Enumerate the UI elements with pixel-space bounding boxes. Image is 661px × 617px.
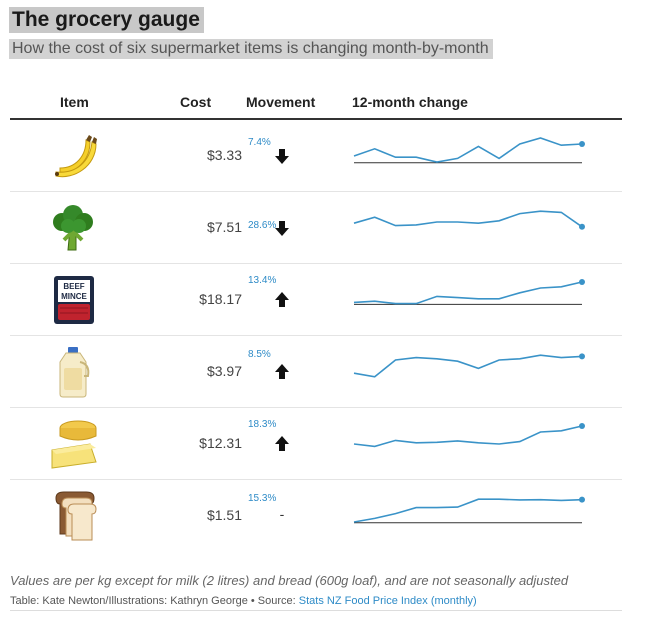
banana-icon [55, 135, 97, 178]
sparkline-endpoint [579, 496, 585, 503]
item-cost: $18.17 [199, 291, 242, 307]
arrow-down-icon [275, 149, 289, 164]
credit-text: Table: Kate Newton/Illustrations: Kathry… [10, 595, 299, 607]
item-cost: $12.31 [199, 435, 242, 451]
arrow-up-icon [275, 364, 289, 379]
change-label: 18.3% [248, 419, 277, 430]
sparkline-endpoint [579, 353, 585, 360]
table-row: $12.31 18.3% [10, 408, 622, 480]
arrow-up-icon [275, 436, 289, 451]
change-label: 28.6% [248, 219, 277, 231]
item-cost: $1.51 [206, 507, 242, 523]
sparkline-endpoint [579, 223, 585, 230]
sparkline-series [353, 498, 583, 523]
sparkline [353, 353, 585, 378]
svg-text:MINCE: MINCE [61, 292, 87, 301]
cheese-icon [51, 420, 97, 469]
table-header: Item Cost Movement 12-month change [10, 86, 622, 120]
sparkline-series [353, 210, 583, 228]
header-item: Item [60, 94, 89, 110]
change-label: 8.5% [248, 349, 271, 361]
table-row: $7.51 28.6% [10, 192, 622, 264]
page-subtitle: How the cost of six supermarket items is… [9, 39, 493, 59]
change-label: 7.4% [248, 137, 271, 148]
milk-bottle-icon [59, 347, 90, 398]
source-link[interactable]: Stats NZ Food Price Index (monthly) [298, 595, 477, 607]
table-row: $3.33 7.4% [10, 120, 622, 192]
beef-mince-icon: BEEF MINCE [54, 276, 94, 324]
page-title: The grocery gauge [9, 7, 204, 33]
table-row: $1.51 - 15.3% [10, 480, 622, 552]
item-cost: $3.97 [206, 363, 242, 379]
arrow-down-icon [275, 221, 289, 236]
item-cost: $7.51 [206, 219, 242, 235]
sparkline [353, 279, 585, 305]
table-row: $3.97 8.5% [10, 336, 622, 408]
header: The grocery gauge How the cost of six su… [9, 7, 493, 59]
table-row: BEEF MINCE $18.17 13.4% [10, 264, 622, 336]
header-12-month-change: 12-month change [352, 94, 468, 110]
footnote: Values are per kg except for milk (2 lit… [10, 573, 569, 588]
sparkline-series [353, 425, 583, 448]
sparkline-series [353, 137, 583, 163]
change-label: 13.4% [248, 275, 277, 286]
svg-text:BEEF: BEEF [63, 282, 84, 291]
sparkline [353, 137, 585, 164]
change-label: 15.3% [248, 492, 277, 504]
item-cost: $3.33 [206, 147, 242, 163]
sparkline-endpoint [579, 423, 585, 429]
arrow-up-icon [275, 292, 289, 307]
no-movement-dash: - [279, 506, 285, 522]
sparkline [353, 423, 585, 448]
sparkline-endpoint [579, 141, 585, 147]
sparkline [353, 496, 585, 524]
broccoli-icon [53, 205, 93, 251]
sparkline-series [353, 354, 583, 378]
source-credit: Table: Kate Newton/Illustrations: Kathry… [10, 595, 477, 607]
sparkline [353, 210, 585, 230]
header-cost: Cost [180, 94, 212, 110]
sparkline-series [353, 281, 583, 305]
sparkline-endpoint [579, 279, 585, 285]
bread-icon [55, 491, 97, 541]
footer-divider [10, 610, 622, 611]
grocery-table: Item Cost Movement 12-month change $3.33… [10, 86, 622, 552]
header-movement: Movement [246, 94, 316, 110]
